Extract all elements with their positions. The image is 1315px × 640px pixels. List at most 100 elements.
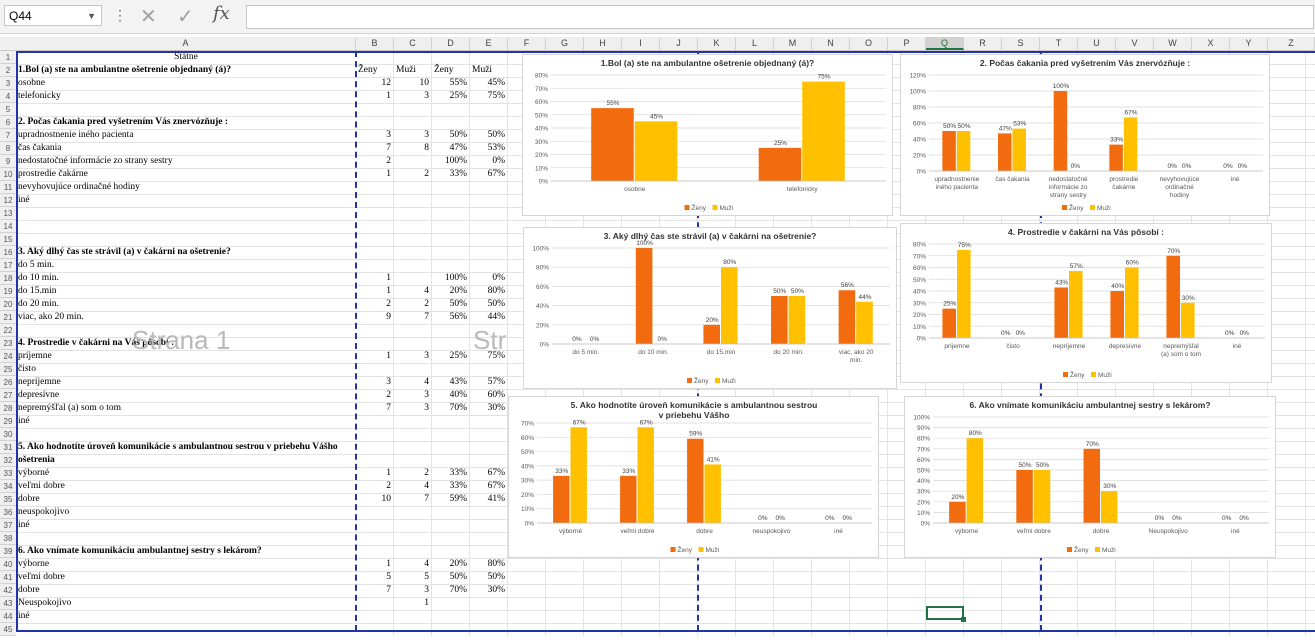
- cell-D7[interactable]: 50%: [449, 130, 467, 140]
- row-header[interactable]: 42: [0, 584, 16, 597]
- cell-D41[interactable]: 50%: [449, 572, 467, 582]
- chevron-down-icon[interactable]: ▼: [87, 11, 96, 21]
- chart-2[interactable]: 2. Počas čakania pred vyšetrením Vás zne…: [900, 54, 1270, 216]
- cell-A25[interactable]: čisto: [18, 364, 36, 374]
- cell-B24[interactable]: 1: [386, 351, 391, 361]
- cell-B9[interactable]: 2: [386, 156, 391, 166]
- row-header[interactable]: 16: [0, 246, 16, 259]
- cell-A1[interactable]: Štátne: [174, 52, 198, 62]
- row-header[interactable]: 43: [0, 597, 16, 610]
- cell-A43[interactable]: Neuspokojivo: [18, 598, 72, 608]
- cell-B35[interactable]: 10: [381, 494, 392, 504]
- cell-C27[interactable]: 3: [424, 390, 429, 400]
- cell-B19[interactable]: 1: [386, 286, 391, 296]
- cell-B18[interactable]: 1: [386, 273, 391, 283]
- cell-A20[interactable]: do 20 min.: [18, 299, 59, 309]
- cell-C21[interactable]: 7: [424, 312, 429, 322]
- cell-A11[interactable]: nevyhovujúce ordinačné hodiny: [18, 182, 140, 192]
- cell-D33[interactable]: 33%: [449, 468, 467, 478]
- cell-A21[interactable]: viac, ako 20 min.: [18, 312, 84, 322]
- cell-C43[interactable]: 1: [424, 598, 429, 608]
- cell-E21[interactable]: 44%: [487, 312, 505, 322]
- column-header[interactable]: P: [888, 37, 926, 50]
- column-header[interactable]: J: [660, 37, 698, 50]
- cell-A2[interactable]: 1.Bol (a) ste na ambulantne ošetrenie ob…: [18, 65, 232, 75]
- row-header[interactable]: 27: [0, 389, 16, 402]
- column-header[interactable]: U: [1078, 37, 1116, 50]
- cell-D19[interactable]: 20%: [449, 286, 467, 296]
- row-header[interactable]: 37: [0, 519, 16, 532]
- column-header[interactable]: B: [356, 37, 394, 50]
- column-header[interactable]: F: [508, 37, 546, 50]
- cell-C33[interactable]: 2: [424, 468, 429, 478]
- row-header[interactable]: 1: [0, 51, 16, 64]
- cell-E42[interactable]: 30%: [487, 585, 505, 595]
- cell-B21[interactable]: 9: [386, 312, 391, 322]
- row-header[interactable]: 40: [0, 558, 16, 571]
- column-header[interactable]: R: [964, 37, 1002, 50]
- cell-A6[interactable]: 2. Počas čakania pred vyšetrením Vás zne…: [18, 117, 229, 127]
- row-header[interactable]: 26: [0, 376, 16, 389]
- cell-D21[interactable]: 56%: [449, 312, 467, 322]
- cell-A24[interactable]: príjemne: [18, 351, 52, 361]
- cell-B2[interactable]: Ženy: [358, 65, 378, 75]
- cell-B10[interactable]: 1: [386, 169, 391, 179]
- column-header[interactable]: W: [1154, 37, 1192, 50]
- cell-D3[interactable]: 55%: [449, 78, 467, 88]
- cell-C35[interactable]: 7: [424, 494, 429, 504]
- cell-A34[interactable]: veľmi dobre: [18, 481, 65, 491]
- cell-D9[interactable]: 100%: [444, 156, 467, 166]
- cell-A41[interactable]: veľmi dobre: [18, 572, 65, 582]
- cell-A18[interactable]: do 10 min.: [18, 273, 59, 283]
- row-header[interactable]: 24: [0, 350, 16, 363]
- cell-A37[interactable]: iné: [18, 520, 30, 530]
- cell-E9[interactable]: 0%: [492, 156, 505, 166]
- cell-D18[interactable]: 100%: [444, 273, 467, 283]
- cell-B4[interactable]: 1: [386, 91, 391, 101]
- cell-E2[interactable]: Muži: [472, 65, 493, 75]
- cell-B41[interactable]: 5: [386, 572, 391, 582]
- cell-B8[interactable]: 7: [386, 143, 391, 153]
- column-header[interactable]: O: [850, 37, 888, 50]
- cell-C26[interactable]: 4: [424, 377, 429, 387]
- cell-E26[interactable]: 57%: [487, 377, 505, 387]
- cell-E35[interactable]: 41%: [487, 494, 505, 504]
- cell-A28[interactable]: nepremýšľal (a) som o tom: [18, 403, 122, 413]
- row-header[interactable]: 10: [0, 168, 16, 181]
- cell-E24[interactable]: 75%: [487, 351, 505, 361]
- cell-A12[interactable]: iné: [18, 195, 30, 205]
- name-box[interactable]: Q44 ▼: [4, 5, 102, 26]
- row-header[interactable]: 4: [0, 90, 16, 103]
- cell-D34[interactable]: 33%: [449, 481, 467, 491]
- chart-3[interactable]: 3. Aký dlhý čas ste strávil (a) v čakárn…: [523, 227, 897, 389]
- cell-E20[interactable]: 50%: [487, 299, 505, 309]
- column-header[interactable]: Y: [1230, 37, 1268, 50]
- column-header[interactable]: E: [470, 37, 508, 50]
- row-header[interactable]: 45: [0, 623, 16, 636]
- cell-D24[interactable]: 25%: [449, 351, 467, 361]
- cell-B20[interactable]: 2: [386, 299, 391, 309]
- row-header[interactable]: 19: [0, 285, 16, 298]
- cell-A4[interactable]: telefonicky: [18, 91, 61, 101]
- cell-A35[interactable]: dobre: [18, 494, 40, 504]
- column-header[interactable]: N: [812, 37, 850, 50]
- row-header[interactable]: 30: [0, 428, 16, 441]
- column-header[interactable]: M: [774, 37, 812, 50]
- cell-A29[interactable]: iné: [18, 416, 30, 426]
- cell-A23[interactable]: 4. Prostredie v čakárni na Vás pôsobí :: [18, 338, 175, 348]
- selected-cell[interactable]: [926, 606, 966, 622]
- cell-C3[interactable]: 10: [419, 78, 430, 88]
- cell-E40[interactable]: 80%: [487, 559, 505, 569]
- cell-A7[interactable]: upradnostnenie iného pacienta: [18, 130, 134, 140]
- cell-E7[interactable]: 50%: [487, 130, 505, 140]
- column-a-area[interactable]: [16, 51, 356, 636]
- row-header[interactable]: 34: [0, 480, 16, 493]
- cell-C7[interactable]: 3: [424, 130, 429, 140]
- cell-A36[interactable]: neuspokojivo: [18, 507, 70, 517]
- cell-B42[interactable]: 7: [386, 585, 391, 595]
- row-header[interactable]: 8: [0, 142, 16, 155]
- column-header[interactable]: S: [1002, 37, 1040, 50]
- row-header[interactable]: 2: [0, 64, 16, 77]
- cell-E34[interactable]: 67%: [487, 481, 505, 491]
- cell-A42[interactable]: dobre: [18, 585, 40, 595]
